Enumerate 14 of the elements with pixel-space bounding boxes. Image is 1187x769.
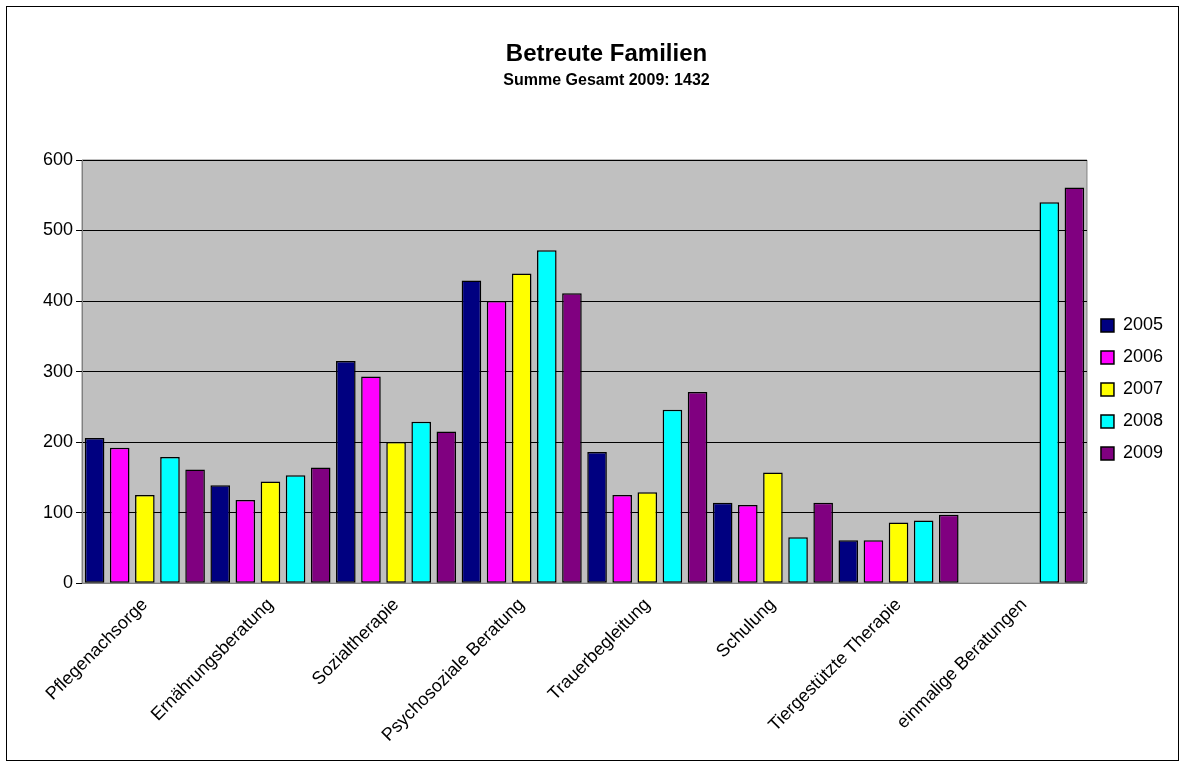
y-tick-label: 400 (42, 290, 74, 311)
legend-label: 2007 (1122, 378, 1163, 399)
y-tick-label: 100 (42, 501, 74, 522)
legend-label: 2009 (1122, 442, 1163, 463)
y-tick-label: 600 (42, 148, 74, 169)
legend-label: 2005 (1122, 314, 1163, 335)
chart-title: Betreute Familien (505, 39, 708, 67)
y-tick-label: 200 (42, 431, 74, 452)
y-tick-label: 0 (63, 572, 74, 593)
chart-subtitle: Summe Gesamt 2009: 1432 (503, 70, 710, 88)
y-tick-label: 300 (42, 360, 74, 381)
y-tick-label: 500 (42, 219, 74, 240)
legend-label: 2006 (1122, 346, 1163, 367)
legend-label: 2008 (1122, 410, 1163, 431)
